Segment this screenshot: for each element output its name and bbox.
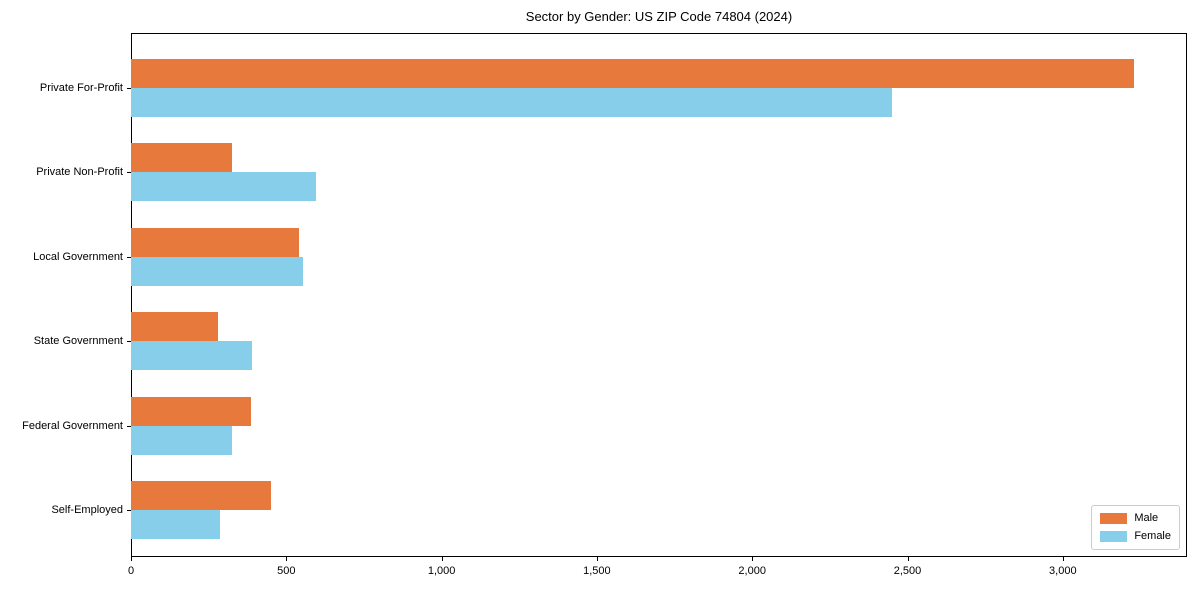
y-axis-category-label: Local Government: [33, 250, 123, 263]
chart-title: Sector by Gender: US ZIP Code 74804 (202…: [525, 9, 793, 24]
legend-label: Male: [1134, 512, 1159, 524]
x-axis-tick-label: 0: [127, 565, 135, 577]
x-axis-tick-mark: [907, 557, 909, 561]
y-axis-category-label: State Government: [33, 335, 123, 348]
x-axis-tick-label: 500: [277, 565, 296, 577]
bar-male: [131, 59, 1135, 88]
x-axis-tick-mark: [1062, 557, 1064, 561]
bar-male: [131, 481, 271, 510]
bar-female: [131, 425, 232, 455]
bar-female: [131, 510, 220, 539]
x-axis-tick-label: 2,500: [893, 565, 922, 577]
x-axis-tick-label: 1,000: [427, 565, 456, 577]
legend-label: Female: [1134, 530, 1171, 542]
x-axis-tick-label: 1,500: [583, 565, 611, 577]
x-axis-tick-mark: [286, 557, 288, 561]
bar-female: [131, 172, 316, 202]
x-axis-tick-mark: [752, 557, 754, 561]
y-axis-tick-mark: [127, 88, 131, 89]
bar-male: [131, 143, 232, 173]
y-axis-tick-mark: [127, 172, 131, 174]
x-axis-tick-mark: [131, 557, 132, 561]
x-axis-tick-mark: [441, 557, 443, 561]
bar-male: [131, 227, 299, 257]
y-axis-category-label: Private For-Profit: [39, 82, 123, 94]
y-axis-tick-mark: [127, 510, 131, 511]
y-axis-tick-mark: [127, 256, 131, 258]
bar-female: [131, 256, 304, 286]
legend-item: Male: [1100, 512, 1171, 525]
bar-male: [131, 312, 218, 342]
legend-swatch-male: [1100, 513, 1128, 524]
y-axis-category-label: Federal Government: [22, 419, 123, 432]
legend: Male Female: [1091, 505, 1180, 550]
bar-male: [131, 396, 251, 426]
y-axis-category-label: Private Non-Profit: [36, 166, 123, 179]
y-axis-category-label: Self-Employed: [51, 504, 123, 516]
x-axis-tick-label: 2,000: [738, 565, 766, 577]
legend-item: Female: [1100, 530, 1171, 543]
legend-swatch-female: [1100, 531, 1128, 542]
y-axis-tick-mark: [127, 341, 131, 343]
y-axis-tick-mark: [127, 425, 131, 427]
x-axis-tick-label: 3,000: [1049, 565, 1077, 577]
x-axis-tick-mark: [596, 557, 598, 561]
plot-area: Male Female: [131, 33, 1187, 557]
bar-female: [131, 88, 892, 117]
bar-female: [131, 341, 253, 371]
